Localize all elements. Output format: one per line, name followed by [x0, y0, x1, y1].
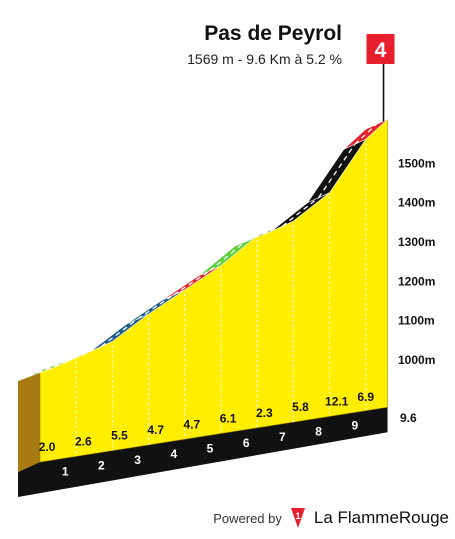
km-label: 3 — [134, 453, 141, 467]
gradient-label: 2.6 — [75, 434, 92, 448]
gradient-segments — [17, 119, 388, 382]
road-centerline — [245, 225, 283, 242]
powered-by-footer: Powered by 1 La FlammeRouge — [213, 507, 449, 529]
km-gridlines — [75, 143, 367, 457]
climb-summary: 1569 m - 9.6 Km à 5.2 % — [187, 51, 342, 67]
altitude-tick-label: 1000m — [398, 353, 435, 367]
road-centerline — [28, 361, 66, 377]
km-label: 9 — [351, 419, 358, 433]
gradient-label: 5.5 — [111, 429, 128, 443]
gradient-segment — [343, 119, 388, 150]
road-centerline — [209, 240, 247, 272]
chart-base-layer — [18, 118, 388, 497]
km-label: 5 — [207, 441, 214, 455]
brand-name: La FlammeRouge — [313, 508, 449, 527]
profile-side-wall — [18, 370, 40, 472]
gradient-label: 4.7 — [184, 417, 201, 431]
altitude-tick-label: 1400m — [398, 196, 435, 210]
altitude-tick-label: 1300m — [398, 235, 435, 249]
gradient-label: 6.1 — [220, 412, 237, 426]
road-centerline — [173, 270, 211, 296]
road-centerline — [318, 143, 356, 198]
climb-title: Pas de Peyrol — [204, 22, 342, 45]
km-label: 1 — [62, 464, 69, 478]
summit-flag: 4 — [366, 34, 395, 122]
logo-char: 1 — [295, 511, 300, 521]
km-label: 4 — [170, 447, 177, 461]
road-centerline — [137, 294, 175, 320]
flag-banner — [366, 34, 395, 64]
altitude-tick-label: 1500m — [398, 156, 435, 170]
gradient-label: 6.9 — [357, 390, 374, 404]
road-centerline — [354, 123, 377, 145]
end-distance-label: 9.6 — [400, 411, 417, 425]
km-label: 7 — [279, 430, 286, 444]
km-label: 6 — [243, 436, 250, 450]
gradient-label: 5.8 — [292, 400, 309, 414]
category-label: 4 — [375, 39, 387, 62]
gradient-label: 4.7 — [147, 423, 164, 437]
powered-by-label: Powered by — [213, 510, 282, 526]
altitude-tick-label: 1100m — [398, 314, 435, 328]
km-label: 2 — [98, 459, 105, 473]
gradient-label: 2.3 — [256, 406, 273, 420]
road-centerline — [101, 318, 138, 347]
road-centerline — [281, 197, 320, 227]
gradient-label: 12.1 — [325, 395, 349, 409]
road-base-band — [18, 407, 388, 497]
altitude-tick-label: 1200m — [398, 274, 435, 288]
flamme-rouge-logo-icon: 1 — [290, 508, 305, 528]
chart-labels: 2.0 2.6 5.5 4.7 4.7 6.1 2.3 5.8 12.1 6.9 1 2 3 4 5 6 7 8 9… — [39, 156, 436, 478]
road-centerline — [64, 345, 102, 363]
km-label: 8 — [315, 424, 322, 438]
gradient-label: 2.0 — [39, 440, 56, 454]
